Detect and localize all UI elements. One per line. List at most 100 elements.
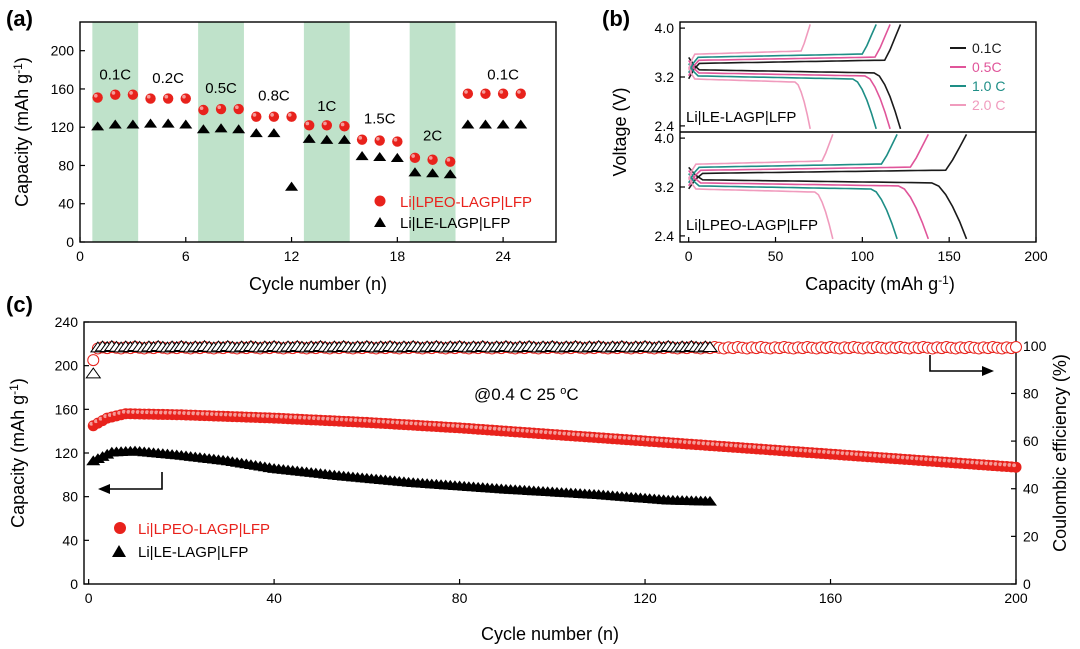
cap-le-point-134 — [702, 495, 717, 506]
b0-discharge-curve-3 — [687, 66, 811, 130]
lpeo-point-22-body — [480, 88, 491, 99]
cap-lpeo-point-40-shine — [270, 414, 275, 419]
cap-lpeo-point-128-shine — [678, 439, 683, 444]
lpeo-point-13 — [321, 120, 333, 131]
cap-lpeo-point-21-shine — [182, 411, 187, 415]
lpeo-point-23 — [497, 88, 509, 99]
cap-lpeo-point-36-shine — [251, 413, 256, 418]
c-y-tick-label-4: 160 — [55, 401, 79, 417]
lpeo-point-15-body — [356, 134, 368, 145]
cap-lpeo-point-135-shine — [710, 442, 715, 446]
cap-lpeo-point-183-shine — [933, 457, 938, 462]
cap-lpeo-point-163-shine — [840, 451, 845, 456]
lpeo-point-2 — [127, 89, 139, 100]
lpeo-point-10-shine — [270, 113, 274, 117]
cap-lpeo-point-176-shine — [900, 455, 905, 460]
cap-lpeo-point-73-shine — [423, 422, 428, 426]
cap-lpeo-point-190-shine — [965, 460, 970, 464]
cap-lpeo-point-141-shine — [738, 444, 743, 448]
cap-lpeo-point-168-shine — [863, 452, 868, 457]
cap-lpeo-point-157-shine — [812, 449, 817, 454]
le-point-9 — [249, 128, 263, 138]
c-x-tick-label-5: 200 — [1004, 590, 1028, 606]
cap-lpeo-point-198-shine — [1002, 462, 1007, 467]
cap-lpeo-point-5-shine — [107, 413, 112, 417]
cap-lpeo-point-63-shine — [376, 419, 381, 424]
lpeo-point-14-body — [339, 121, 350, 132]
le-point-19 — [426, 168, 440, 178]
lpeo-point-24-body — [515, 88, 526, 99]
lpeo-point-15 — [356, 134, 368, 145]
cap-lpeo-point-192-shine — [975, 460, 979, 465]
cap-lpeo-point-44-shine — [288, 415, 293, 419]
cap-lpeo-point-70-shine — [409, 421, 414, 426]
le-point-12 — [302, 133, 316, 143]
cap-lpeo-point-119-shine — [636, 436, 641, 441]
cap-lpeo-point-130-shine — [687, 440, 692, 445]
cap-lpeo-point-94-shine — [520, 428, 525, 433]
cap-lpeo-point-25-shine — [200, 411, 205, 416]
cap-lpeo-point-199-shine — [1007, 463, 1012, 467]
lpeo-point-11 — [286, 111, 297, 122]
b0-charge-curve-1 — [687, 24, 891, 77]
cap-lpeo-point-48-shine — [307, 415, 312, 420]
legend-marker-lpeo-c — [114, 522, 126, 534]
b-legend-label-3: 2.0 C — [972, 97, 1005, 113]
lpeo-point-0-shine — [93, 93, 98, 98]
c-y-tick-label-6: 240 — [55, 314, 79, 330]
lpeo-point-7-shine — [217, 105, 222, 110]
cap-lpeo-point-79-shine — [451, 423, 455, 428]
panel-c-ylabel: Capacity (mAh g-1) — [7, 378, 28, 528]
cap-lpeo-point-174-shine — [891, 454, 896, 459]
cap-lpeo-point-99-shine — [543, 430, 548, 435]
b1-discharge-curve-0 — [688, 166, 968, 240]
cap-lpeo-point-110-shine — [594, 433, 599, 438]
legend-label-le-c: Li|LE-LAGP|LFP — [138, 544, 248, 561]
lpeo-point-24-shine — [517, 90, 521, 94]
c-y2-tick-label-1: 20 — [1023, 528, 1039, 544]
lpeo-point-5-body — [180, 93, 191, 104]
lpeo-point-19-body — [427, 154, 438, 165]
panel-c-label: (c) — [6, 292, 33, 317]
lpeo-point-13-shine — [323, 121, 327, 126]
le-point-23 — [496, 119, 510, 129]
ce-axis-arrow — [929, 355, 994, 376]
b-x-tick-label-0: 0 — [685, 248, 693, 264]
panel-b-ylabel: Voltage (V) — [610, 87, 630, 176]
lpeo-point-5 — [180, 93, 191, 104]
legend-marker-le — [374, 217, 386, 227]
lpeo-point-23-body — [497, 88, 509, 99]
b0-discharge-curve-0 — [688, 56, 902, 130]
cap-lpeo-point-186-shine — [947, 458, 952, 463]
cap-lpeo-point-86-shine — [483, 426, 488, 430]
cap-lpeo-point-182-shine — [928, 457, 933, 462]
c-y-tick-label-1: 40 — [62, 532, 78, 548]
cap-lpeo-point-200-body — [1010, 461, 1022, 473]
lpeo-point-21-shine — [464, 90, 468, 94]
cap-lpeo-point-4-shine — [103, 414, 108, 419]
cap-lpeo-point-162-shine — [835, 450, 840, 455]
lpeo-point-23-shine — [499, 90, 504, 94]
cap-lpeo-point-152-shine — [789, 447, 794, 452]
cap-lpeo-point-179-shine — [914, 456, 919, 461]
x-tick-label-0: 0 — [76, 248, 84, 264]
lpeo-point-11-shine — [287, 113, 292, 117]
legend-label-le: Li|LE-LAGP|LFP — [400, 215, 510, 232]
lpeo-point-14-shine — [340, 122, 345, 127]
panel-a-label: (a) — [6, 6, 33, 31]
ce-lpeo-point-200 — [1010, 341, 1022, 354]
cap-lpeo-point-17-shine — [163, 410, 168, 415]
cap-lpeo-point-139-shine — [729, 443, 734, 448]
c-y-tick-label-0: 0 — [70, 576, 78, 592]
cap-lpeo-point-132-shine — [696, 441, 701, 445]
b1-discharge-curve-1 — [688, 170, 930, 240]
panel-c-annotation: @0.4 C 25 oC — [474, 385, 579, 404]
cap-lpeo-point-200-shine — [1012, 463, 1016, 468]
cap-lpeo-point-127-shine — [673, 439, 678, 444]
lpeo-point-6-shine — [199, 106, 204, 110]
panel-b-label: (b) — [602, 6, 630, 31]
le-point-17 — [390, 152, 404, 163]
lpeo-point-17-shine — [393, 137, 398, 142]
lpeo-point-10-body — [268, 111, 280, 122]
le-point-21 — [461, 119, 475, 129]
